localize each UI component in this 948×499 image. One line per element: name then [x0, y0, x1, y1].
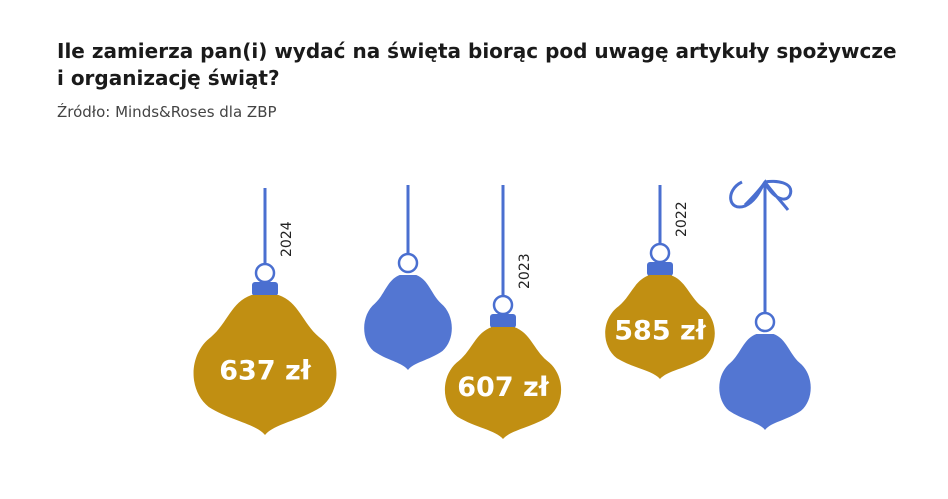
ornament	[444, 327, 562, 439]
year-label: 2023	[517, 253, 533, 289]
ornament-cap	[252, 282, 278, 296]
value-label: 607 zł	[457, 372, 549, 403]
ornament-cap	[647, 262, 673, 276]
value-label: 585 zł	[614, 316, 706, 347]
ring	[754, 311, 776, 333]
ring	[254, 262, 276, 284]
ring	[397, 252, 419, 274]
year-label: 2022	[674, 201, 690, 237]
ornament	[605, 275, 715, 379]
value-label: 637 zł	[219, 356, 311, 387]
chart-title: Ile zamierza pan(i) wydać na święta bior…	[57, 39, 897, 90]
ring	[649, 242, 671, 264]
ribbon-bow	[729, 179, 793, 211]
ornament-cap	[490, 314, 516, 328]
chart-subtitle: Źródło: Minds&Roses dla ZBP	[57, 103, 277, 121]
decor-ornament	[364, 275, 452, 370]
ring	[492, 294, 514, 316]
ornament	[193, 295, 337, 435]
decor-ornament	[719, 334, 811, 430]
year-label: 2024	[279, 221, 295, 257]
